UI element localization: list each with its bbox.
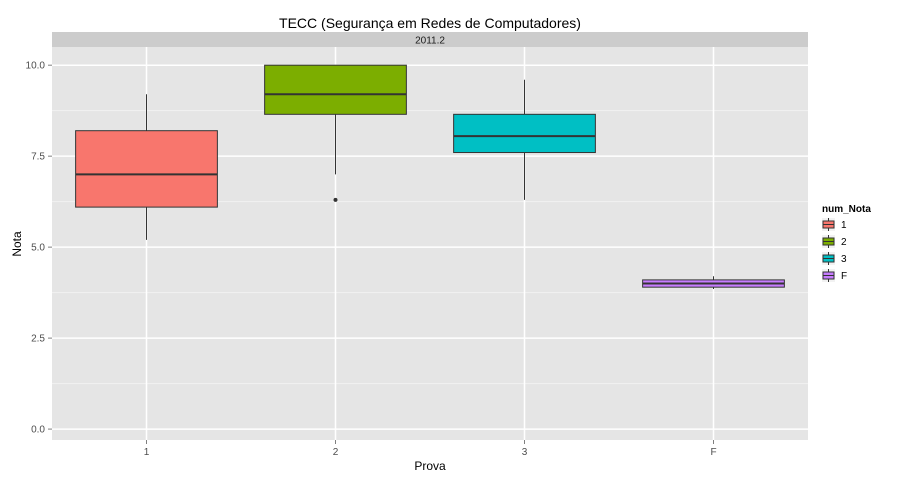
- boxes: [75, 64, 785, 289]
- box-F: [642, 276, 785, 289]
- x-tick-label: 2: [333, 447, 339, 458]
- box-1: [75, 94, 218, 240]
- legend-label: 2: [841, 237, 847, 248]
- outlier-point: [333, 197, 338, 202]
- box-3: [453, 79, 596, 200]
- box-2: [264, 64, 407, 202]
- legend-item-1: 1: [822, 218, 847, 231]
- facet-strip-label: 2011.2: [415, 36, 445, 47]
- y-tick-label: 2.5: [31, 334, 45, 345]
- y-tick-label: 7.5: [31, 152, 45, 163]
- x-tick-label: 1: [144, 447, 150, 458]
- x-tick-label: 3: [522, 447, 528, 458]
- y-axis: 0.0 2.5 5.0 7.5 10.0: [26, 61, 52, 436]
- chart-title: TECC (Segurança em Redes de Computadores…: [279, 15, 581, 31]
- legend: num_Nota 1 2 3 F: [822, 204, 871, 282]
- x-tick-label: F: [710, 447, 716, 458]
- box-iqr: [453, 113, 596, 154]
- legend-items: 1 2 3 F: [822, 218, 847, 282]
- x-axis-title: Prova: [414, 459, 446, 473]
- box-iqr: [264, 64, 407, 115]
- legend-item-3: 3: [822, 252, 847, 265]
- box-iqr: [75, 130, 218, 208]
- legend-label: 1: [841, 220, 847, 231]
- facet-strip: [52, 32, 808, 47]
- legend-item-2: 2: [822, 235, 847, 248]
- legend-label: F: [841, 271, 847, 282]
- y-axis-title: Nota: [10, 231, 24, 257]
- plot-panel: [52, 47, 808, 440]
- legend-item-F: F: [822, 269, 847, 282]
- y-tick-label: 5.0: [31, 243, 45, 254]
- y-tick-label: 0.0: [31, 425, 45, 436]
- legend-label: 3: [841, 254, 847, 265]
- x-axis: 1 2 3 F: [144, 440, 717, 458]
- legend-title: num_Nota: [822, 204, 871, 215]
- y-tick-label: 10.0: [26, 61, 46, 72]
